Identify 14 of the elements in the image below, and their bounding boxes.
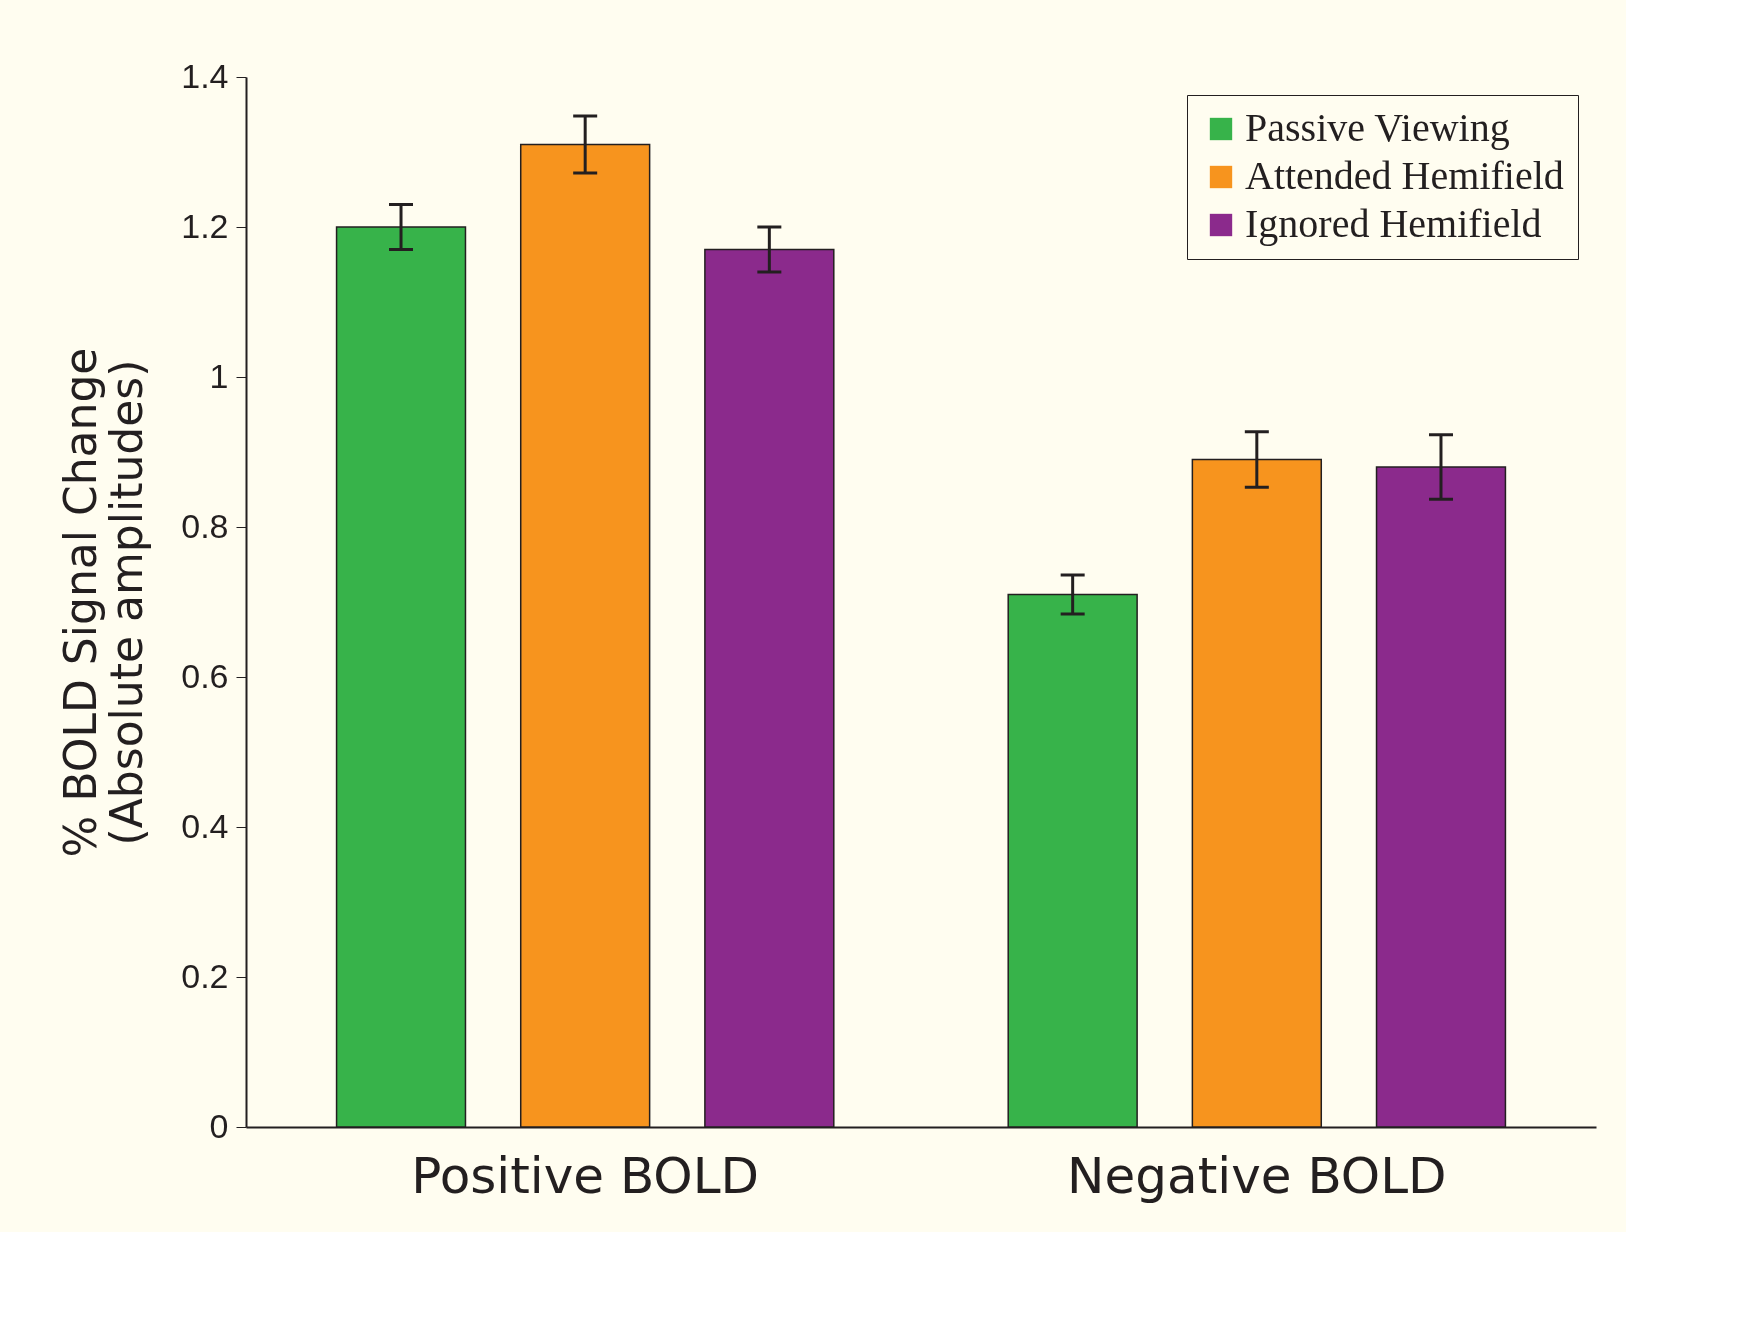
y-tick-label: 0.6: [181, 656, 229, 695]
legend-label: Attended Hemifield: [1245, 153, 1564, 198]
y-axis-title: % BOLD Signal Change (Absolute amplitudes): [55, 347, 153, 858]
y-tick-label: 0.2: [181, 956, 229, 995]
x-tick-label: Positive BOLD: [411, 1146, 760, 1205]
legend-label: Ignored Hemifield: [1245, 201, 1542, 246]
x-tick-label: Negative BOLD: [1067, 1146, 1447, 1205]
y-tick-label: 0.8: [181, 506, 229, 545]
legend-label: Passive Viewing: [1245, 105, 1510, 150]
y-tick-label: 1: [209, 356, 229, 395]
y-tick-label: 1.2: [181, 206, 229, 245]
y-tick-label: 0: [209, 1106, 229, 1145]
y-tick-label: 0.4: [181, 806, 229, 845]
y-tick-label: 1.4: [181, 56, 229, 95]
